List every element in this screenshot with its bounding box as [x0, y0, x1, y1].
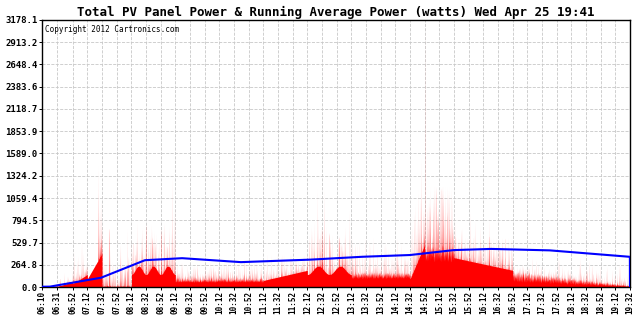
Title: Total PV Panel Power & Running Average Power (watts) Wed Apr 25 19:41: Total PV Panel Power & Running Average P… — [77, 5, 595, 19]
Text: Copyright 2012 Cartronics.com: Copyright 2012 Cartronics.com — [45, 25, 179, 34]
